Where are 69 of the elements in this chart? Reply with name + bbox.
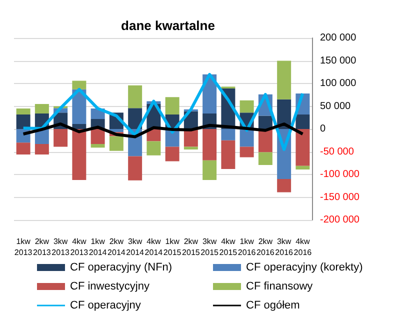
x-tick-label: 1kw 2015	[163, 237, 182, 257]
bar	[277, 60, 292, 100]
line-series	[22, 72, 304, 151]
bar	[221, 129, 236, 140]
x-tick-label: 3kw 2013	[52, 237, 70, 257]
bar	[296, 166, 310, 170]
bar	[165, 97, 180, 114]
bar	[258, 152, 272, 165]
bar	[184, 146, 198, 150]
legend-label: CF ogółem	[246, 300, 300, 312]
y-tick-label: 200 000	[320, 32, 357, 44]
bar	[146, 129, 161, 142]
x-tick-label: 3kw 2015	[200, 237, 220, 257]
y-tick-label: -50 000	[320, 146, 354, 158]
x-tick-label: 4kw 2013	[70, 237, 89, 257]
legend-label: CF operacyjny	[70, 300, 142, 312]
y-tick-label: 50 000	[320, 100, 352, 112]
bar	[90, 144, 105, 148]
y-tick-label: 150 000	[320, 55, 357, 66]
y-tick-label: -150 000	[320, 192, 360, 203]
legend-label: CF inwestycyjny	[70, 280, 150, 292]
bar	[34, 144, 49, 154]
legend-label: CF finansowy	[246, 280, 314, 292]
line-series	[22, 122, 304, 138]
bar	[72, 80, 86, 90]
bar	[277, 179, 292, 192]
bar	[16, 114, 30, 129]
x-tick-label: 2kw 2016	[256, 237, 275, 257]
bar	[54, 129, 68, 147]
bar	[165, 146, 180, 162]
legend-label: CF operacyjny (NFn)	[70, 262, 172, 274]
bar	[72, 124, 86, 129]
x-tick-label: 1kw 2014	[88, 237, 108, 257]
bar	[72, 129, 86, 180]
bar	[109, 136, 124, 151]
x-tick-label: 2kw 2014	[108, 237, 126, 257]
bar	[128, 156, 142, 180]
x-tick-label: 3kw 2016	[275, 237, 294, 257]
bar	[240, 129, 254, 147]
bar	[240, 100, 254, 113]
bar	[240, 146, 254, 158]
bar	[202, 160, 217, 180]
x-tick-label: 2kw 2015	[182, 237, 200, 257]
bar	[16, 108, 30, 114]
bar	[16, 142, 30, 154]
bar	[34, 104, 49, 114]
x-tick-label: 3kw 2014	[126, 237, 145, 257]
bar	[128, 85, 142, 108]
x-tick-label: 2kw 2013	[33, 237, 52, 257]
bar	[258, 116, 272, 129]
bar	[258, 129, 272, 152]
y-tick-label: 100 000	[320, 78, 357, 89]
bar	[296, 114, 310, 129]
bar	[202, 129, 217, 160]
bar	[221, 140, 236, 170]
x-tick-label: 1kw 2016	[238, 237, 256, 257]
legend-label: CF operacyjny (korekty)	[246, 262, 363, 274]
bar	[90, 129, 105, 144]
bar	[128, 108, 142, 129]
bar	[296, 129, 310, 166]
chart-title: dane kwartalne	[121, 18, 215, 33]
x-tick-label: 4kw 2015	[219, 237, 238, 257]
x-tick-label: 1kw 2013	[14, 237, 33, 257]
y-tick-label: -200 000	[320, 214, 360, 226]
x-tick-label: 4kw 2016	[294, 237, 312, 257]
x-tick-label: 4kw 2014	[144, 237, 164, 257]
y-tick-label: -100 000	[320, 169, 360, 180]
bar	[146, 141, 161, 156]
y-tick-label: 0	[320, 124, 326, 134]
